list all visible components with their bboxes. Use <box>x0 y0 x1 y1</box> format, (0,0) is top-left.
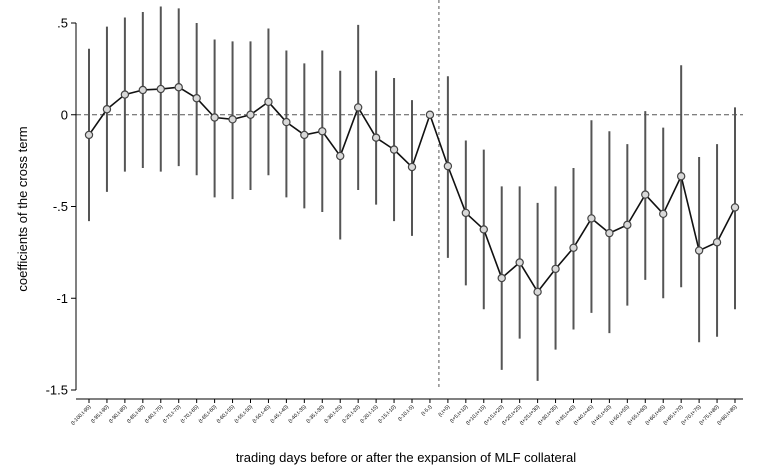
point-(t+45,t+50) <box>605 228 614 238</box>
point-(t-55,t-50) <box>246 110 255 119</box>
point-(t-5,t) <box>425 110 435 119</box>
y-tick-label: .5 <box>57 16 68 31</box>
point-(t+55,t+60) <box>641 190 650 199</box>
point-(t+20,t+25) <box>515 258 524 267</box>
point-(t+10,t+15) <box>479 225 488 234</box>
point-(t-10,t-5) <box>407 162 417 172</box>
y-tick-label: -1 <box>56 291 68 306</box>
point-(t-70,t-65) <box>192 94 201 103</box>
y-tick-label: -1.5 <box>46 383 68 398</box>
point-(t-80,t-75) <box>156 84 165 94</box>
point-(t+65,t+70) <box>676 172 686 181</box>
reference-lines <box>76 0 743 390</box>
y-axis: .5 0 -.5 -1 -1.5 <box>46 16 77 398</box>
point-(t+40,t+45) <box>587 214 596 223</box>
point-(t-60,t-55) <box>228 115 237 124</box>
point-(t-30,t-25) <box>336 151 345 161</box>
point-(t+80,t+85) <box>730 203 740 212</box>
y-axis-title: coefficients of the cross term <box>15 126 30 291</box>
point-(t+60,t+65) <box>659 209 668 219</box>
point-(t-85,t-80) <box>138 85 148 95</box>
point-(t-35,t-30) <box>318 127 327 136</box>
point-(t-15,t-10) <box>389 145 399 154</box>
point-(t-90,t-85) <box>120 90 130 99</box>
point-(t+75,t+80) <box>712 238 722 247</box>
point-(t,t+5) <box>443 161 453 171</box>
point-(t+70,t+75) <box>694 246 704 255</box>
point-(t-100,t-95) <box>84 130 94 140</box>
point-(t+15,t+20) <box>497 273 506 283</box>
point-(t+25,t+30) <box>533 287 542 297</box>
point-(t-75,t-70) <box>174 83 183 92</box>
y-tick-label: -.5 <box>53 199 68 214</box>
point-(t+30,t+35) <box>551 264 560 274</box>
point-(t-40,t-35) <box>300 130 309 140</box>
point-(t-20,t-15) <box>371 133 381 142</box>
point-(t-95,t-90) <box>102 105 112 114</box>
point-(t-25,t-20) <box>353 103 363 112</box>
coefficient-markers <box>84 83 740 297</box>
point-(t+35,t+40) <box>569 243 578 252</box>
point-(t+50,t+55) <box>623 220 632 230</box>
point-(t+5,t+10) <box>461 208 471 218</box>
x-axis-title: trading days before or after the expansi… <box>236 450 576 465</box>
point-(t-50,t-45) <box>264 97 273 107</box>
y-tick-label: 0 <box>61 107 68 122</box>
point-(t-45,t-40) <box>282 117 291 127</box>
point-(t-65,t-60) <box>210 113 219 122</box>
